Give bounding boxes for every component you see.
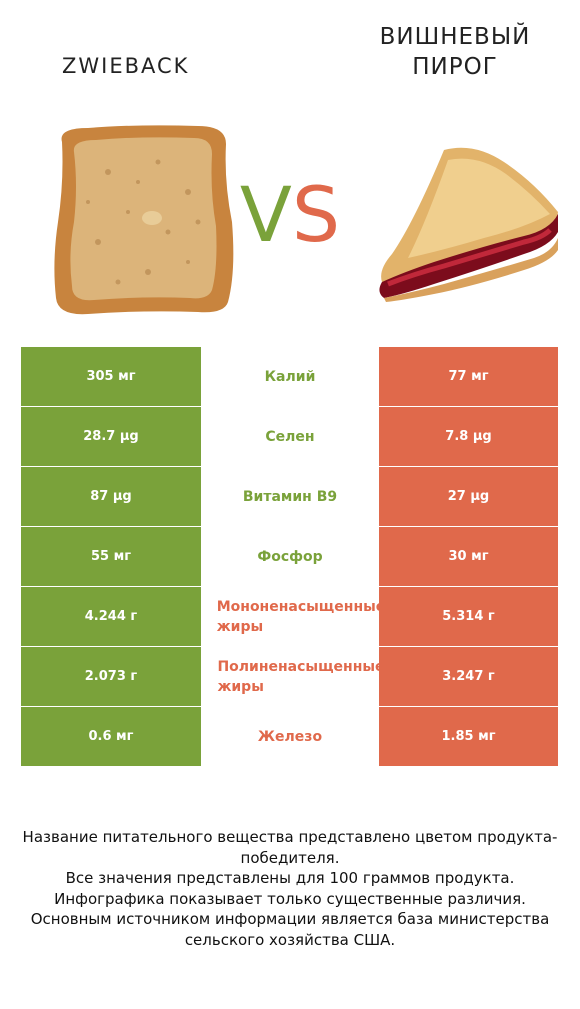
right-value: 7.8 µg <box>379 407 558 466</box>
table-row: 28.7 µg Селен 7.8 µg <box>21 407 558 466</box>
table-row: 2.073 г Полиненасыщенные жиры 3.247 г <box>21 647 558 706</box>
table-row: 4.244 г Мононенасыщенные жиры 5.314 г <box>21 587 558 646</box>
left-value: 87 µg <box>21 467 201 526</box>
left-food-title: ZWIEBACK <box>62 54 190 78</box>
vs-v: V <box>239 170 292 259</box>
footer-line: Инфографика показывает только существенн… <box>54 889 526 908</box>
left-value: 305 мг <box>21 347 201 406</box>
table-row: 55 мг Фосфор 30 мг <box>21 527 558 586</box>
right-value: 30 мг <box>379 527 558 586</box>
vs-s: S <box>291 170 341 259</box>
vs-label: VS <box>220 160 360 270</box>
table-row: 0.6 мг Железо 1.85 мг <box>21 707 558 766</box>
footer-line: Все значения представлены для 100 граммо… <box>65 869 515 887</box>
left-value: 0.6 мг <box>21 707 201 766</box>
nutrient-name: Фосфор <box>201 527 379 586</box>
footer-line: Основным источником информации является … <box>30 910 550 949</box>
nutrient-comparison-table: 305 мг Калий 77 мг 28.7 µg Селен 7.8 µg … <box>21 347 558 767</box>
right-food-title: ВИШНЕВЫЙ ПИРОГ <box>379 24 531 80</box>
right-value: 5.314 г <box>379 587 558 646</box>
footer-line: Название питательного вещества представл… <box>22 828 558 867</box>
left-value: 4.244 г <box>21 587 201 646</box>
left-value: 28.7 µg <box>21 407 201 466</box>
right-value: 27 µg <box>379 467 558 526</box>
nutrient-name: Калий <box>201 347 379 406</box>
nutrient-name: Мононенасыщенные жиры <box>201 587 379 646</box>
left-value: 2.073 г <box>21 647 201 706</box>
nutrient-name: Селен <box>201 407 379 466</box>
nutrient-name: Витамин B9 <box>201 467 379 526</box>
left-value: 55 мг <box>21 527 201 586</box>
table-row: 87 µg Витамин B9 27 µg <box>21 467 558 526</box>
right-value: 1.85 мг <box>379 707 558 766</box>
right-value: 3.247 г <box>379 647 558 706</box>
footer-note: Название питательного вещества представл… <box>20 827 560 950</box>
right-value: 77 мг <box>379 347 558 406</box>
nutrient-name: Железо <box>201 707 379 766</box>
nutrient-name: Полиненасыщенные жиры <box>201 647 379 706</box>
table-row: 305 мг Калий 77 мг <box>21 347 558 406</box>
zwieback-image <box>54 125 234 315</box>
cherry-pie-image <box>379 147 558 302</box>
